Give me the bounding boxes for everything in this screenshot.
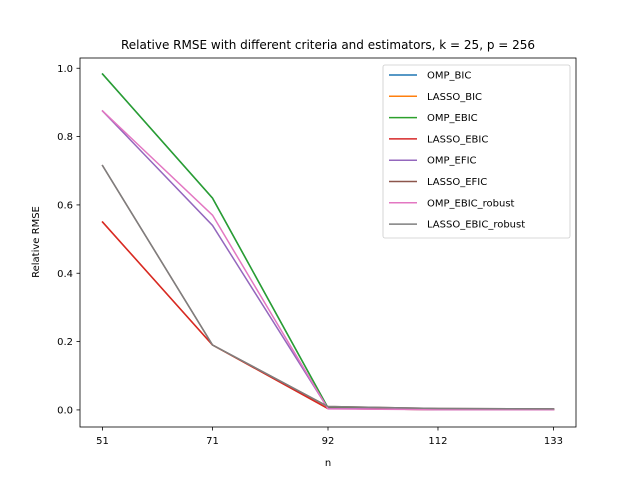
plot-area	[79, 57, 577, 428]
y-axis-ticks: 0.0 0.2 0.4 0.6 0.8 1.0	[57, 64, 80, 416]
legend-box	[382, 64, 571, 239]
y-tick-label: 0.2	[57, 337, 73, 348]
x-axis-label: n	[325, 458, 331, 469]
series-line-lasso-ebic-robust	[101, 164, 555, 410]
y-tick-label: 1.0	[57, 64, 73, 75]
legend-entry-label: OMP_BIC	[427, 71, 471, 82]
y-tick-label: 0.8	[57, 132, 73, 143]
legend: OMP_BIC LASSO_BIC OMP_EBIC LASSO_EBIC OMP_EF…	[382, 64, 571, 239]
x-tick-label: 71	[206, 436, 219, 447]
legend-entry-label: LASSO_BIC	[427, 92, 482, 103]
legend-entry-label: OMP_EBIC	[427, 113, 478, 124]
x-axis-ticks: 51 71 92 112 133	[96, 427, 563, 447]
y-tick-label: 0.4	[57, 269, 73, 280]
x-tick-label: 133	[544, 436, 563, 447]
legend-entry-label: LASSO_EFIC	[427, 177, 487, 188]
x-tick-label: 51	[96, 436, 109, 447]
y-tick-label: 0.0	[57, 405, 73, 416]
x-tick-label: 112	[428, 436, 447, 447]
legend-entry-label: OMP_EFIC	[427, 156, 477, 167]
series-line-omp-ebic-robust	[101, 109, 555, 411]
legend-entry-label: OMP_EBIC_robust	[427, 198, 515, 209]
y-tick-label: 0.6	[57, 200, 73, 211]
legend-entry-label: LASSO_EBIC	[427, 134, 488, 145]
legend-entry-label: LASSO_EBIC_robust	[427, 220, 525, 231]
chart-title: Relative RMSE with different criteria an…	[121, 38, 535, 52]
y-axis-label: Relative RMSE	[31, 206, 42, 278]
x-tick-label: 92	[322, 436, 335, 447]
